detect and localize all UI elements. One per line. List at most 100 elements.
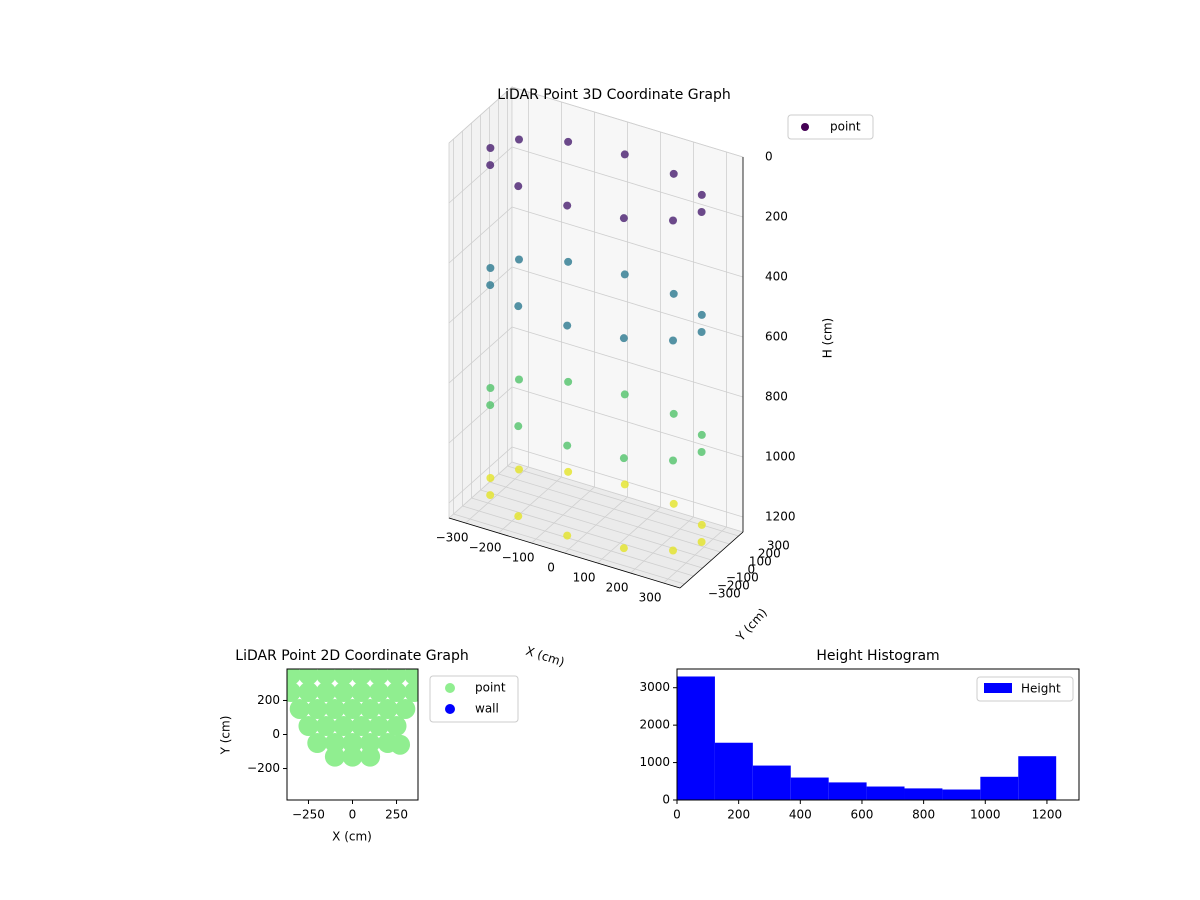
chart-title: LiDAR Point 2D Coordinate Graph bbox=[235, 648, 468, 664]
point bbox=[669, 336, 678, 345]
bar bbox=[752, 765, 791, 800]
x-tick-label: 1000 bbox=[970, 808, 1001, 822]
z-tick-label: 400 bbox=[765, 270, 788, 284]
point bbox=[563, 201, 572, 210]
grid-line bbox=[448, 326, 513, 384]
point bbox=[307, 733, 328, 754]
x-tick-label: 0 bbox=[547, 560, 555, 574]
point bbox=[486, 161, 495, 170]
y-tick-label: 0 bbox=[662, 793, 670, 807]
x-tick-label: 250 bbox=[385, 808, 408, 822]
z-tick-label: 0 bbox=[765, 150, 773, 164]
point bbox=[287, 681, 301, 702]
point bbox=[386, 715, 407, 736]
point bbox=[351, 669, 372, 685]
point bbox=[563, 441, 572, 450]
axes-frame bbox=[676, 668, 1080, 801]
point bbox=[486, 474, 495, 482]
point bbox=[619, 544, 628, 553]
point bbox=[563, 531, 572, 540]
y-tick-label: 200 bbox=[257, 693, 280, 707]
bar bbox=[904, 788, 943, 800]
y-tick-label: 200 bbox=[758, 547, 781, 561]
point bbox=[669, 169, 678, 178]
x-tick-label: 600 bbox=[851, 808, 874, 822]
y-tick-label: 0 bbox=[272, 727, 280, 741]
grid-line bbox=[448, 146, 513, 204]
point bbox=[287, 669, 301, 685]
point bbox=[377, 698, 398, 719]
point bbox=[564, 137, 573, 146]
point bbox=[307, 698, 328, 719]
point bbox=[514, 302, 523, 311]
point bbox=[620, 270, 629, 279]
legend-label: wall bbox=[475, 702, 499, 716]
z-tick-label: 600 bbox=[765, 330, 788, 344]
point bbox=[298, 681, 319, 702]
x-axis-label: X (cm) bbox=[524, 644, 566, 670]
x-tick-label: −300 bbox=[436, 530, 469, 544]
y-tick-label: −200 bbox=[247, 761, 280, 775]
x-tick-label: −200 bbox=[469, 540, 502, 554]
z-tick-label: 1000 bbox=[765, 450, 796, 464]
point bbox=[298, 715, 319, 736]
legend-label: point bbox=[830, 120, 861, 134]
y-tick-label: −300 bbox=[708, 587, 741, 601]
point bbox=[486, 384, 495, 392]
grid-line bbox=[511, 266, 744, 338]
y-tick-label: 1000 bbox=[639, 755, 670, 769]
y-tick-label: −200 bbox=[717, 579, 750, 593]
point bbox=[514, 255, 523, 264]
point bbox=[316, 715, 337, 736]
point bbox=[514, 465, 523, 474]
legend-label: point bbox=[475, 681, 506, 695]
grid-line bbox=[453, 513, 685, 585]
point bbox=[620, 480, 629, 489]
point bbox=[697, 310, 706, 319]
y-axis-label: Y (cm) bbox=[733, 606, 770, 645]
bar bbox=[866, 786, 905, 800]
point bbox=[316, 669, 337, 685]
point bbox=[404, 681, 418, 702]
y-tick-label: 2000 bbox=[639, 718, 670, 732]
point bbox=[669, 409, 678, 418]
point bbox=[697, 430, 706, 439]
z-tick-label: 1200 bbox=[765, 510, 796, 524]
grid-line bbox=[498, 473, 730, 545]
point bbox=[486, 281, 495, 290]
x-tick-label: 100 bbox=[573, 570, 596, 584]
x-tick-label: −100 bbox=[502, 550, 535, 564]
point bbox=[333, 669, 354, 685]
grid-line bbox=[511, 146, 744, 218]
grid-line bbox=[489, 481, 721, 553]
point bbox=[697, 520, 706, 529]
x-tick-label: 400 bbox=[789, 808, 812, 822]
y-axis-label: Y (cm) bbox=[219, 716, 233, 756]
point bbox=[486, 491, 495, 500]
point bbox=[333, 715, 354, 736]
y-axis bbox=[679, 531, 744, 589]
point bbox=[563, 321, 572, 330]
y-tick-label: 0 bbox=[747, 563, 755, 577]
bar bbox=[790, 777, 829, 800]
z-axis-label: H (cm) bbox=[821, 318, 835, 359]
grid-line bbox=[511, 386, 744, 458]
point bbox=[360, 746, 381, 767]
bar bbox=[1018, 756, 1057, 800]
point bbox=[514, 182, 523, 191]
point bbox=[514, 422, 523, 431]
bar bbox=[677, 676, 715, 800]
point bbox=[619, 454, 628, 463]
point bbox=[333, 681, 354, 702]
y-tick-label: −100 bbox=[726, 571, 759, 585]
legend-marker bbox=[445, 704, 455, 714]
x-tick-label: 0 bbox=[349, 808, 357, 822]
point bbox=[368, 715, 389, 736]
legend-label: Height bbox=[1021, 682, 1061, 696]
point bbox=[386, 681, 407, 702]
point bbox=[298, 669, 319, 685]
point bbox=[390, 734, 411, 755]
z-tick-label: 200 bbox=[765, 210, 788, 224]
point bbox=[669, 216, 678, 225]
point bbox=[324, 698, 345, 719]
